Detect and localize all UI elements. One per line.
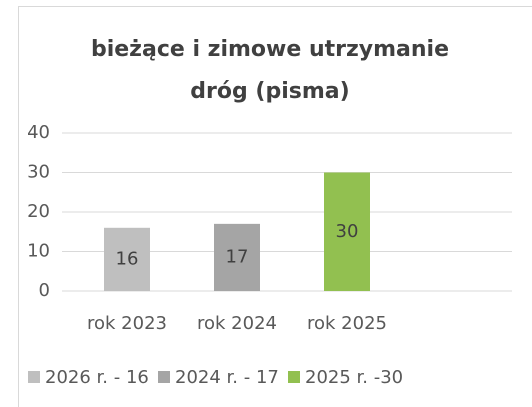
data-label: 17 bbox=[226, 246, 249, 267]
legend-swatch bbox=[288, 371, 300, 383]
y-tick-label: 10 bbox=[27, 241, 50, 262]
bar bbox=[324, 172, 370, 291]
y-tick-label: 30 bbox=[27, 162, 50, 183]
bar bbox=[214, 223, 260, 291]
data-label: 30 bbox=[336, 221, 359, 242]
legend-label: 2024 r. - 17 bbox=[175, 367, 279, 388]
x-tick-label: rok 2025 bbox=[307, 313, 387, 334]
y-tick-label: 20 bbox=[27, 201, 50, 222]
y-tick-label: 0 bbox=[39, 280, 50, 301]
x-tick-label: rok 2023 bbox=[87, 313, 167, 334]
legend-swatch bbox=[158, 371, 170, 383]
legend-label: 2025 r. -30 bbox=[305, 367, 403, 388]
x-tick-label: rok 2024 bbox=[197, 313, 277, 334]
legend-label: 2026 r. - 16 bbox=[45, 367, 149, 388]
legend-swatch bbox=[28, 371, 40, 383]
chart-frame bbox=[18, 6, 532, 407]
chart-title: dróg (pisma) bbox=[190, 79, 349, 104]
bar bbox=[104, 227, 150, 291]
data-label: 16 bbox=[116, 248, 139, 269]
y-tick-label: 40 bbox=[27, 122, 50, 143]
chart-title: bieżące i zimowe utrzymanie bbox=[91, 37, 449, 62]
